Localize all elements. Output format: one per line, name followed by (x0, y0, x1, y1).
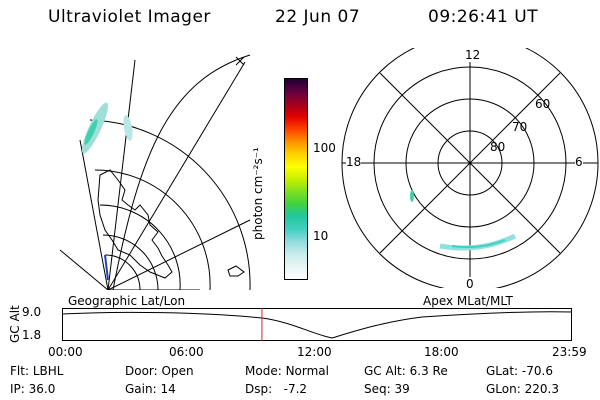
lat-label-80: 80 (490, 140, 506, 154)
lat-circle (104, 254, 141, 290)
coastline (97, 169, 173, 279)
mlt-label-0: 0 (466, 277, 474, 291)
param-glat: GLat: -70.6 (486, 364, 553, 378)
colorbar (284, 78, 308, 280)
altitude-curve (62, 311, 572, 339)
lat-label-60: 60 (535, 97, 551, 111)
timeline-y-tick-9: 9.0 (22, 305, 42, 319)
geographic-map (60, 54, 251, 290)
param-flt: Flt: LBHL (10, 364, 64, 378)
polar-axis (379, 72, 561, 254)
timeline-x-tick-0: 00:00 (48, 345, 83, 359)
timeline-y-tick-1: 1.8 (22, 328, 42, 342)
timeline-right-label: Apex MLat/MLT (423, 294, 513, 308)
meridian (107, 219, 251, 290)
altitude-timeline (62, 308, 572, 341)
param-mode: Mode: Normal (245, 364, 329, 378)
instrument-title: Ultraviolet Imager (48, 7, 211, 27)
lat-label-70: 70 (512, 120, 528, 134)
param-dsp: Dsp: -7.2 (245, 382, 308, 396)
meridian (107, 61, 246, 290)
timeline-x-tick-4: 23:59 (552, 345, 587, 359)
meridian (79, 139, 109, 290)
param-glon: GLon: 220.3 (486, 382, 559, 396)
mlt-label-6: 6 (575, 155, 583, 169)
colorbar-tick-10: 10 (313, 229, 329, 243)
param-gc-alt: GC Alt: 6.3 Re (364, 364, 448, 378)
param-gain: Gain: 14 (125, 382, 176, 396)
colorbar-label: photon cm⁻²s⁻¹ (251, 147, 265, 240)
param-ip: IP: 36.0 (10, 382, 56, 396)
date-label: 22 Jun 07 (275, 7, 361, 27)
polar-plot (341, 48, 599, 288)
timeline-x-tick-1: 06:00 (169, 345, 204, 359)
meridian (60, 249, 109, 290)
timeline-left-label: Geographic Lat/Lon (68, 294, 186, 308)
mlt-label-18: 18 (346, 155, 362, 169)
param-door: Door: Open (125, 364, 194, 378)
earth-limb (112, 54, 251, 290)
lat-circle (94, 169, 211, 290)
lat-circle (102, 234, 159, 290)
mlt-label-12: 12 (465, 48, 481, 62)
coastline (227, 265, 245, 277)
time-label: 09:26:41 UT (428, 7, 539, 27)
timeline-y-title: GC Alt (8, 305, 22, 343)
lat-circle (99, 204, 181, 290)
timeline-x-tick-3: 18:00 (424, 345, 459, 359)
timeline-x-tick-2: 12:00 (297, 345, 332, 359)
colorbar-tick-100: 100 (313, 141, 336, 155)
param-seq: Seq: 39 (364, 382, 410, 396)
meridian (107, 59, 136, 290)
lat-circle (89, 119, 251, 290)
